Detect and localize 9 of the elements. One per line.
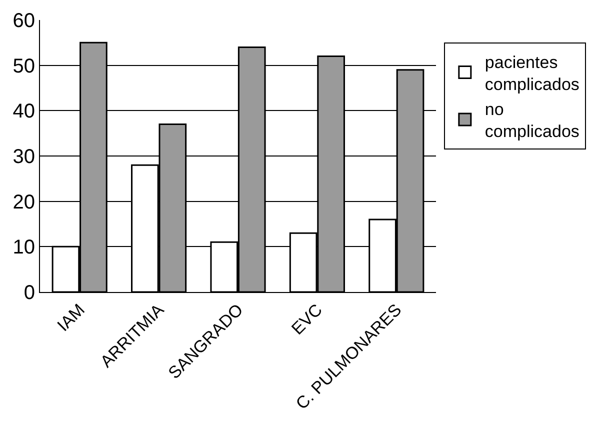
legend-label: no complicados	[484, 100, 580, 142]
y-tick-label: 40	[12, 100, 35, 123]
y-tick-label: 50	[12, 55, 35, 78]
y-tick-label: 10	[12, 236, 35, 259]
x-tick-label: IAM	[54, 300, 88, 336]
y-tick-label: 30	[12, 146, 35, 168]
y-tick-label: 20	[12, 191, 35, 214]
y-tick-label: 0	[24, 282, 35, 304]
y-tick-label: 60	[12, 10, 35, 32]
